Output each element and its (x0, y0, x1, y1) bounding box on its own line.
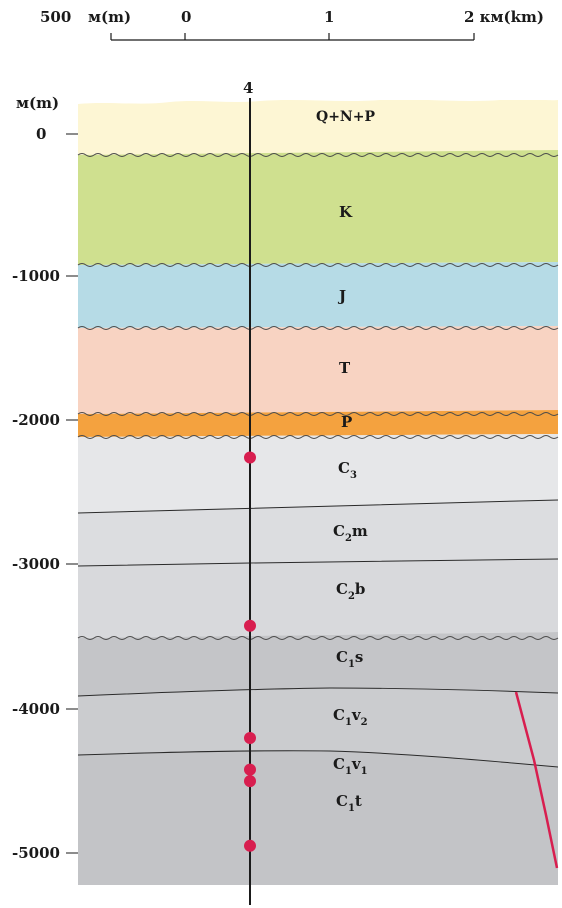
sample-point (244, 839, 256, 852)
layer-label-k: K (339, 203, 353, 221)
scale-bar: 500 м(m) 0 1 2 км(km) (40, 8, 544, 41)
layer-label-c1v1: C1v1 (333, 755, 368, 777)
sample-point (244, 451, 256, 464)
layer-label-c2m: C2m (333, 522, 368, 544)
scale-label-500: 500 (40, 8, 71, 26)
layer-c1v2 (78, 688, 558, 767)
depth-tick-0: 0 (36, 125, 46, 143)
layer-label-c1v2: C1v2 (333, 706, 368, 728)
layer-j (78, 262, 558, 328)
boundary-c1v2-c1v1 (77, 750, 559, 768)
sample-points (244, 451, 256, 852)
layer-label-t: T (339, 359, 351, 377)
sample-point (244, 763, 256, 776)
unconformity-j-t (77, 326, 559, 330)
layer-qnp (78, 100, 558, 155)
layer-p (78, 410, 558, 437)
depth-axis: м(m) 0 -1000 -2000 -3000 -4000 -5000 (12, 94, 78, 862)
layer-t (78, 326, 558, 414)
well-label: 4 (243, 79, 253, 97)
depth-axis-unit: м(m) (16, 94, 59, 112)
layer-c2b (78, 559, 558, 638)
layer-stack (78, 100, 558, 885)
layer-k (78, 150, 558, 265)
depth-tick-5000: -5000 (12, 844, 60, 862)
scale-label-2km: 2 км(km) (464, 8, 544, 26)
depth-tick-3000: -3000 (12, 555, 60, 573)
layer-label-c1s: C1s (336, 648, 363, 670)
fault-line (514, 691, 559, 869)
layer-c3 (78, 434, 558, 513)
depth-tick-1000: -1000 (12, 267, 60, 285)
unconformity-t-p (77, 412, 559, 416)
layer-label-j: J (337, 287, 346, 305)
unconformity-qnp-k (77, 153, 559, 157)
layer-label-p: P (341, 413, 352, 431)
scale-label-1: 1 (324, 8, 334, 26)
unconformity-k-j (77, 263, 559, 267)
layer-c1s (78, 632, 558, 696)
boundary-c3-c2m (77, 499, 559, 514)
depth-tick-2000: -2000 (12, 411, 60, 429)
unconformity-lines (77, 153, 559, 640)
layer-label-c2b: C2b (336, 580, 365, 602)
sample-point (244, 619, 256, 632)
layer-label-c1t: C1t (336, 792, 362, 814)
sample-point (244, 775, 256, 788)
unconformity-p-c3 (77, 435, 559, 439)
layer-c2m (78, 500, 558, 566)
boundary-c2m-c2b (77, 558, 559, 567)
conformable-lines (77, 499, 559, 768)
depth-tick-4000: -4000 (12, 700, 60, 718)
scale-unit-m: м(m) (88, 8, 131, 26)
sample-point (244, 731, 256, 744)
layer-label-c3: C3 (338, 459, 357, 481)
boundary-c1s-c1v2 (77, 687, 559, 697)
layer-label-qnp: Q+N+P (316, 109, 375, 125)
unconformity-c2b-c1s (77, 636, 559, 640)
layer-labels: Q+N+P K J T P C3 C2m C2b C1s C1v2 C1v1 C… (316, 109, 375, 814)
layer-c1v1-c1t (78, 750, 558, 885)
scale-label-0: 0 (181, 8, 191, 26)
